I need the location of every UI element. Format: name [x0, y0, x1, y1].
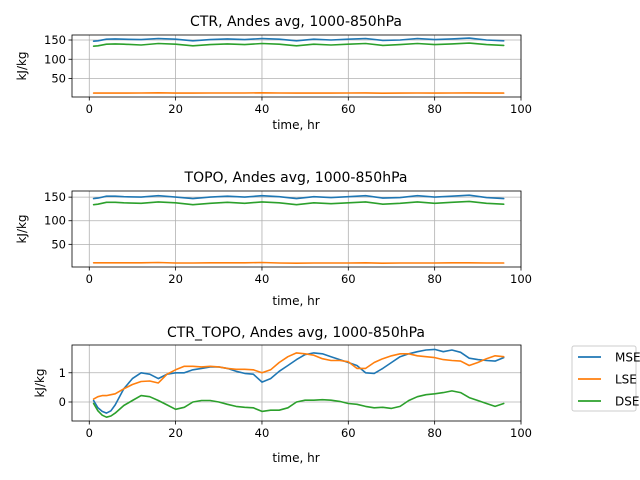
- panel-topo: TOPO, Andes avg, 1000-850hPa 0 20 40 60 80 10…: [15, 170, 532, 308]
- chart-title: TOPO, Andes avg, 1000-850hPa: [184, 170, 408, 186]
- y-axis-label: kJ/kg: [15, 51, 29, 80]
- x-axis-label: time, hr: [272, 294, 319, 308]
- x-tick-label: 40: [255, 102, 270, 116]
- grid: [72, 345, 522, 421]
- x-tick-label: 20: [168, 426, 183, 440]
- plot-frame: [71, 34, 522, 98]
- x-tick-label: 60: [341, 426, 356, 440]
- y-tick-label: 100: [44, 52, 66, 66]
- y-tick-label: 150: [44, 33, 66, 47]
- series-lines: [92, 194, 505, 264]
- series-lines: [92, 37, 505, 94]
- y-tick-label: 100: [44, 214, 66, 228]
- y-axis-label: kJ/kg: [15, 214, 29, 243]
- x-tick-label: 40: [255, 272, 270, 286]
- x-tick-label: 100: [510, 426, 532, 440]
- legend-frame: [571, 345, 637, 412]
- chart-title: CTR, Andes avg, 1000-850hPa: [190, 14, 402, 30]
- x-tick-label: 20: [168, 102, 183, 116]
- chart-title: CTR_TOPO, Andes avg, 1000-850hPa: [167, 325, 425, 341]
- x-tick-label: 0: [86, 102, 93, 116]
- tick-labels: 0 20 40 60 80 100 0 1: [59, 366, 532, 440]
- series-line-mse: [92, 194, 505, 200]
- x-tick-label: 20: [168, 272, 183, 286]
- series-line-dse: [92, 390, 505, 418]
- series-line-lse: [92, 352, 505, 400]
- x-tick-label: 80: [427, 272, 442, 286]
- x-tick-label: 60: [341, 272, 356, 286]
- y-tick-label: 150: [44, 190, 66, 204]
- x-tick-label: 80: [427, 102, 442, 116]
- y-tick-label: 0: [59, 395, 66, 409]
- x-tick-label: 40: [255, 426, 270, 440]
- series-line-dse: [92, 42, 505, 47]
- tick-labels: 0 20 40 60 80 100 50 100 150: [44, 33, 532, 116]
- legend: MSE LSE DSE: [571, 345, 640, 412]
- x-axis-label: time, hr: [272, 118, 319, 132]
- y-tick-label: 50: [51, 237, 66, 251]
- legend-label-dse: DSE: [615, 395, 639, 409]
- series-line-lse: [92, 261, 505, 264]
- legend-label-lse: LSE: [615, 373, 637, 387]
- series-line-mse: [92, 348, 505, 414]
- y-tick-label: 1: [59, 366, 66, 380]
- x-tick-label: 100: [510, 272, 532, 286]
- y-tick-label: 50: [51, 72, 66, 86]
- panel-ctr: CTR, Andes avg, 1000-850hPa 0 20 40 60 80 100…: [15, 14, 532, 132]
- x-tick-label: 100: [510, 102, 532, 116]
- x-axis-label: time, hr: [272, 451, 319, 465]
- plot-frame: [71, 344, 522, 422]
- tick-labels: 0 20 40 60 80 100 50 100 150: [44, 190, 532, 286]
- panel-ctr-topo: CTR_TOPO, Andes avg, 1000-850hPa 0 20 40 60…: [33, 325, 532, 465]
- x-tick-label: 60: [341, 102, 356, 116]
- legend-label-mse: MSE: [615, 351, 640, 365]
- series-lines: [92, 348, 505, 418]
- y-axis-label: kJ/kg: [33, 368, 47, 397]
- series-line-dse: [92, 200, 505, 206]
- x-tick-label: 80: [427, 426, 442, 440]
- x-tick-label: 0: [86, 426, 93, 440]
- series-line-mse: [92, 37, 505, 42]
- x-tick-label: 0: [86, 272, 93, 286]
- plot-frame: [71, 190, 522, 268]
